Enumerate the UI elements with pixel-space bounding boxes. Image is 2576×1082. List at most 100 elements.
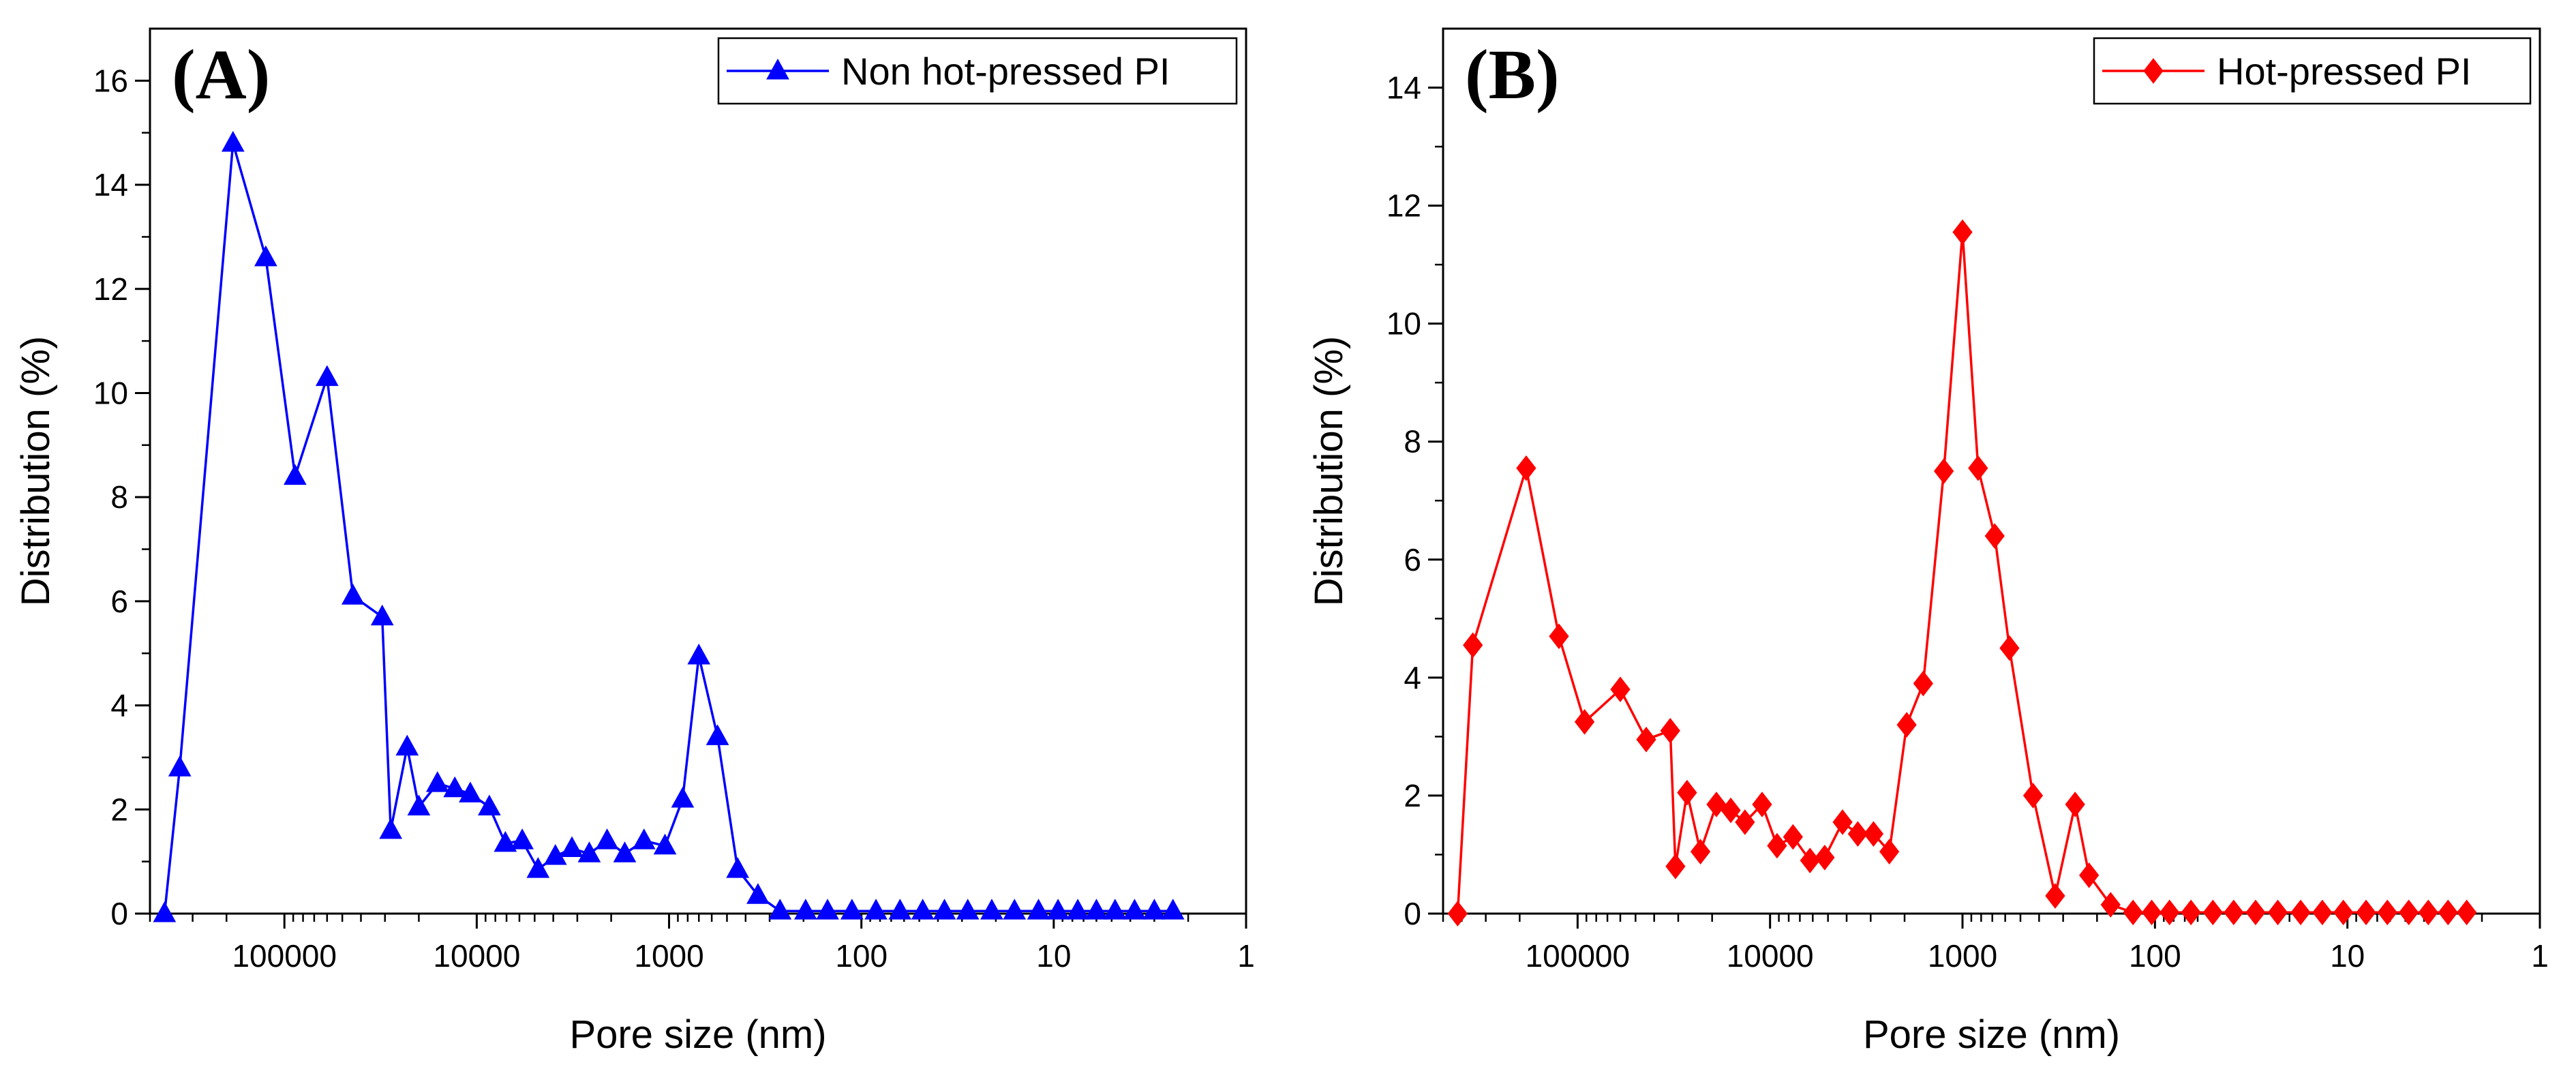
legend-marker xyxy=(766,58,789,80)
y-tick-label: 0 xyxy=(110,896,128,931)
data-point xyxy=(746,883,770,904)
data-point xyxy=(1735,809,1755,835)
x-tick-label: 100000 xyxy=(1526,938,1631,974)
y-tick-label: 2 xyxy=(1404,778,1421,813)
data-point xyxy=(370,604,394,626)
data-point xyxy=(1046,899,1070,920)
data-point xyxy=(1677,779,1697,806)
data-point xyxy=(1003,899,1027,920)
data-point xyxy=(1066,899,1089,920)
y-tick-label: 0 xyxy=(1404,896,1421,931)
data-point xyxy=(395,734,419,756)
data-point xyxy=(768,899,792,920)
data-point xyxy=(1999,635,2020,661)
x-tick-label: 100 xyxy=(835,938,888,974)
y-tick-label: 4 xyxy=(1404,660,1421,695)
data-point xyxy=(2457,899,2477,926)
data-point xyxy=(980,899,1003,920)
data-point xyxy=(2181,899,2201,926)
data-point xyxy=(1636,726,1656,753)
data-point xyxy=(168,755,192,777)
y-tick-label: 6 xyxy=(1404,542,1421,577)
data-point xyxy=(2202,899,2223,926)
data-point xyxy=(1752,792,1772,817)
data-point xyxy=(1913,670,1934,697)
data-point xyxy=(315,365,339,387)
panel-label: (A) xyxy=(172,35,270,114)
data-point xyxy=(687,644,711,665)
data-point xyxy=(2356,899,2376,926)
data-point xyxy=(794,899,817,920)
data-point xyxy=(2399,899,2419,926)
legend-label: Hot-pressed PI xyxy=(2217,50,2472,93)
data-point xyxy=(543,843,567,865)
data-point xyxy=(1161,899,1185,920)
y-axis-title: Distribution (%) xyxy=(14,336,58,606)
data-point xyxy=(2224,899,2244,926)
data-point xyxy=(2141,899,2162,926)
data-point xyxy=(379,817,403,839)
x-tick-label: 10000 xyxy=(1727,938,1814,974)
x-tick-label: 100000 xyxy=(232,938,337,974)
data-point xyxy=(1447,901,1468,927)
data-point xyxy=(911,899,935,920)
data-point xyxy=(1690,839,1711,865)
data-point xyxy=(1123,899,1147,920)
data-point xyxy=(425,771,449,792)
data-point xyxy=(726,857,749,878)
y-tick-label: 8 xyxy=(110,479,128,515)
legend-label: Non hot-pressed PI xyxy=(841,50,1170,93)
data-point xyxy=(2312,899,2333,926)
series-line xyxy=(1456,230,2467,914)
data-point xyxy=(478,794,501,815)
data-point xyxy=(1968,455,1988,481)
data-point xyxy=(1832,809,1853,835)
x-axis-title: Pore size (nm) xyxy=(1863,1012,2120,1057)
data-point xyxy=(2245,899,2266,926)
data-point xyxy=(671,786,695,808)
data-point xyxy=(511,828,534,850)
legend-marker xyxy=(2143,58,2164,84)
y-tick-label: 14 xyxy=(93,167,128,202)
data-point xyxy=(1660,717,1680,744)
data-point xyxy=(443,776,467,798)
data-point xyxy=(494,830,517,852)
data-point xyxy=(1934,458,1954,484)
data-point xyxy=(284,464,307,485)
data-point xyxy=(1783,824,1803,850)
data-point xyxy=(1815,844,1835,871)
data-point xyxy=(2267,899,2288,926)
data-point xyxy=(1463,632,1483,659)
y-tick-label: 8 xyxy=(1404,424,1421,460)
data-point xyxy=(221,130,245,152)
y-tick-label: 2 xyxy=(110,792,128,827)
data-point xyxy=(2333,899,2354,926)
x-tick-label: 10 xyxy=(1036,938,1071,974)
y-tick-label: 12 xyxy=(1387,188,1421,224)
series-line xyxy=(163,142,1173,914)
data-point xyxy=(1952,219,1973,245)
data-point xyxy=(1665,853,1686,880)
data-point xyxy=(933,899,956,920)
data-point xyxy=(254,245,277,267)
data-point xyxy=(577,841,601,862)
x-tick-label: 1 xyxy=(2531,938,2549,974)
data-point xyxy=(1896,712,1917,738)
data-point xyxy=(560,836,584,858)
data-point xyxy=(864,899,888,920)
data-point xyxy=(1574,708,1595,735)
data-point xyxy=(2123,899,2143,926)
data-point xyxy=(632,828,656,850)
x-tick-label: 10 xyxy=(2330,938,2365,974)
y-tick-label: 10 xyxy=(1387,306,1421,342)
data-point xyxy=(2100,892,2121,918)
data-point xyxy=(1027,899,1050,920)
data-point xyxy=(1879,839,1900,865)
data-point xyxy=(2022,783,2044,809)
x-tick-label: 10000 xyxy=(433,938,520,974)
data-point xyxy=(2045,883,2065,909)
data-point xyxy=(653,833,677,855)
data-point xyxy=(2438,899,2458,926)
data-point xyxy=(1847,821,1868,847)
